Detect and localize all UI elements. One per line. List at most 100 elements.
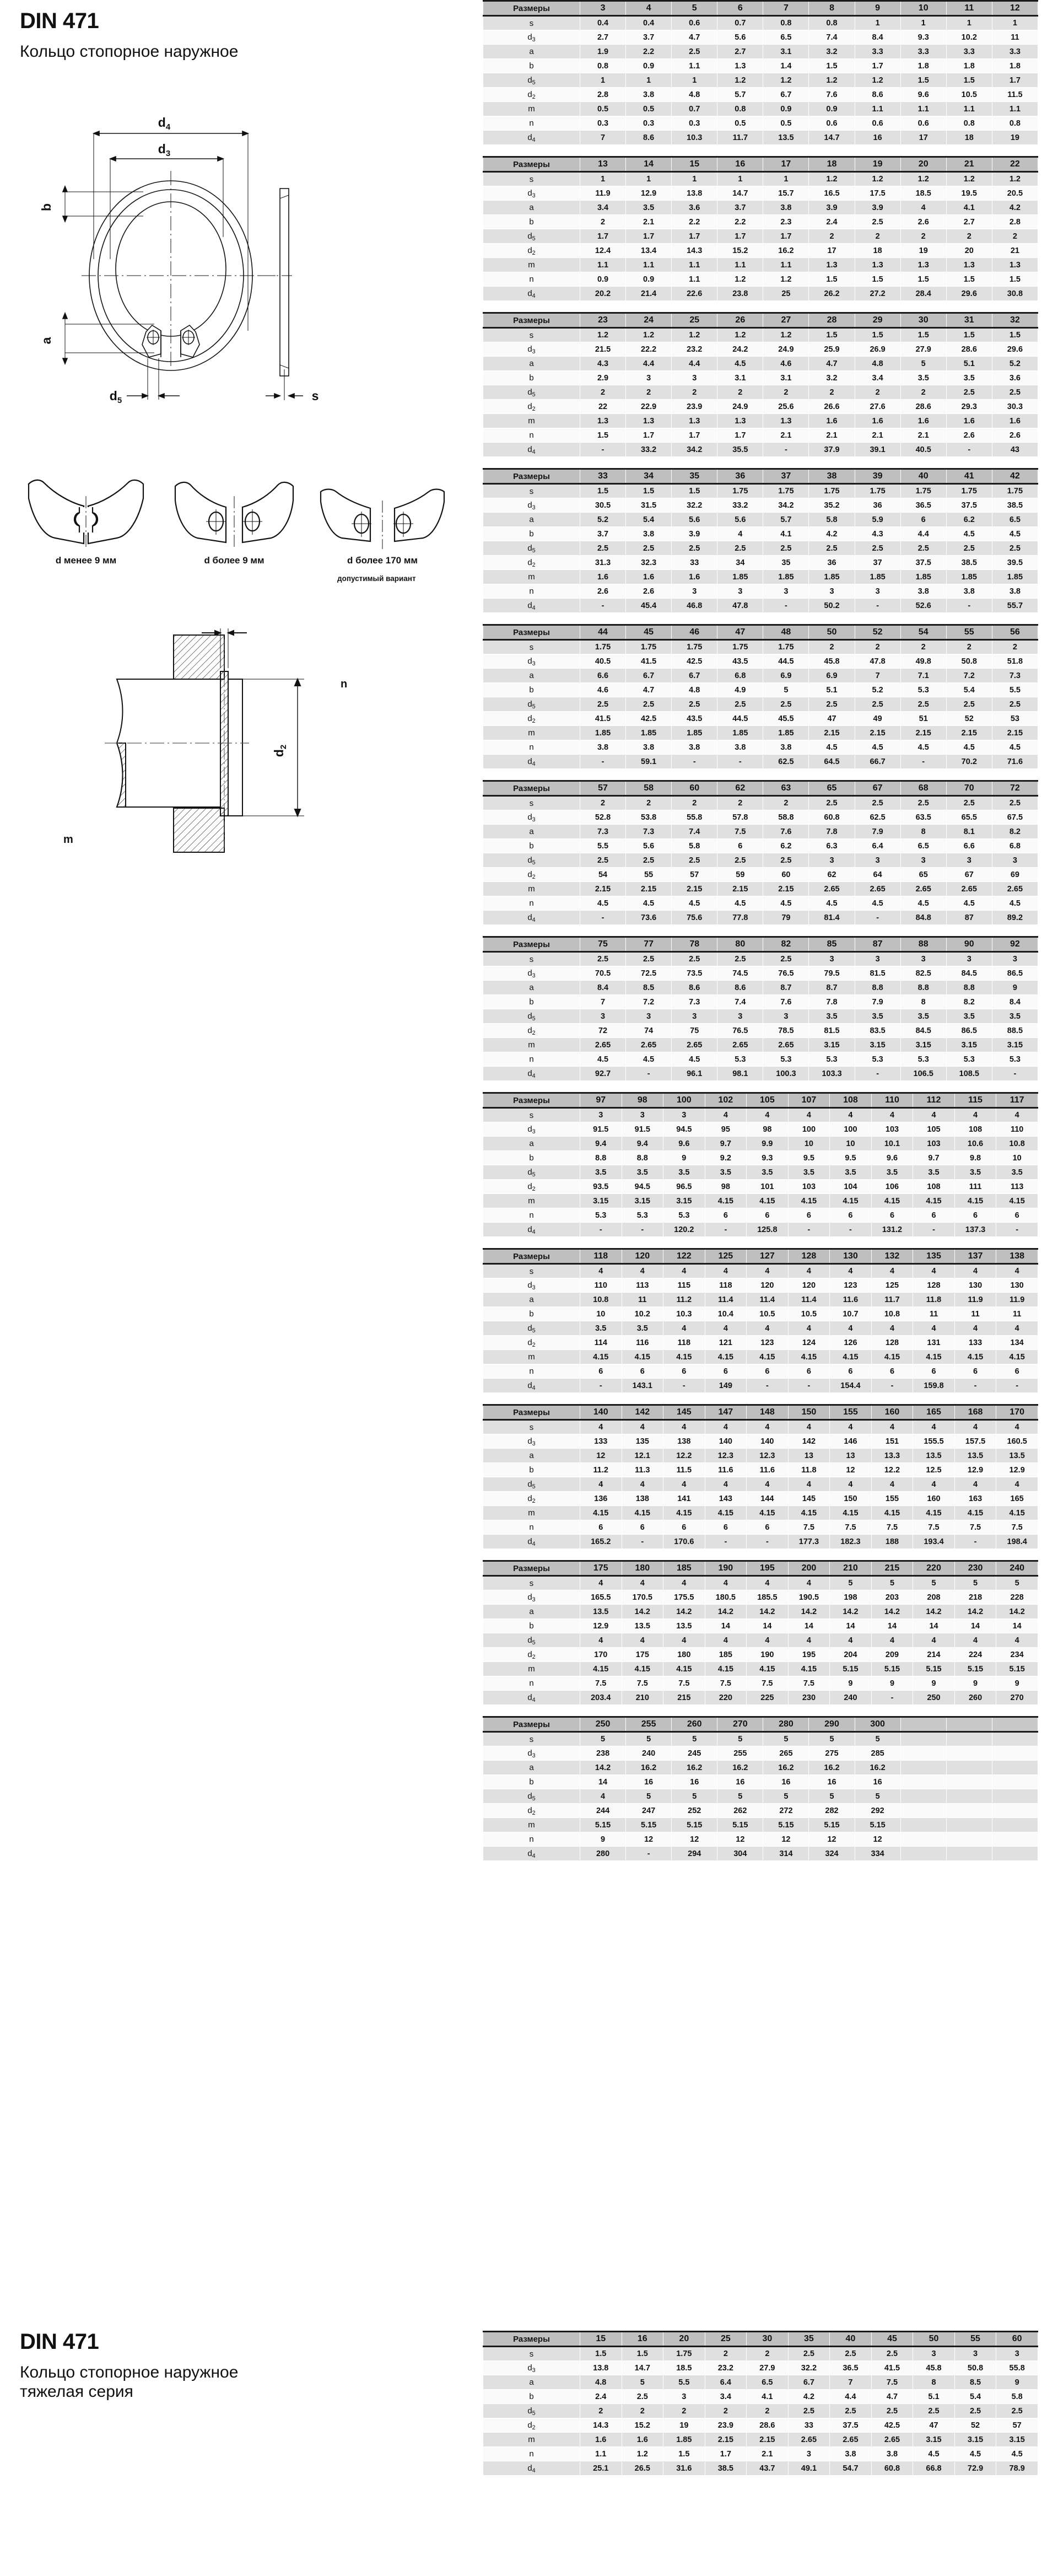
cell-s: 5	[808, 1731, 855, 1746]
row-label-n: n	[483, 1520, 580, 1535]
cell-d2: 282	[808, 1803, 855, 1818]
cell-d5: 4	[580, 1477, 622, 1492]
cell-d2: 11.5	[991, 87, 1039, 102]
cell-b: 2.6	[900, 214, 947, 229]
cell-a: 103	[913, 1136, 955, 1151]
cell-d3	[946, 1746, 992, 1761]
cell-n: 4.5	[991, 740, 1039, 755]
label-a: a	[39, 337, 53, 344]
table-row: d4 25.1 26.5 31.6 38.5 43.7 49.1 54.7 60.8 66.8 72…	[483, 2461, 1038, 2476]
cell-d5: 5	[625, 1789, 672, 1804]
cell-b: 8	[900, 994, 947, 1009]
cell-n: 0.5	[717, 116, 764, 131]
cell-b: 16	[763, 1774, 809, 1789]
cell-s: 4	[996, 1263, 1038, 1278]
cell-s: 2	[763, 795, 809, 810]
column-header-size: 6	[717, 0, 764, 17]
cell-n: 6	[621, 1520, 664, 1535]
row-label-d5: d5	[483, 1009, 580, 1024]
cell-a: 6.7	[671, 668, 718, 683]
cell-d5: 3.5	[991, 1009, 1039, 1024]
table-row: d4 7 8.6 10.3 11.7 13.5 14.7 16 17 18 19	[483, 130, 1039, 145]
cell-d4: 170.6	[663, 1534, 705, 1549]
cell-m: 4.15	[954, 1505, 997, 1520]
cell-d5: 2.5	[991, 697, 1039, 712]
row-label-d3: d3	[483, 498, 580, 513]
cell-s: 1.75	[854, 483, 901, 498]
ring-front-and-side-view-svg: d4 d3 b a d5 s	[39, 115, 319, 405]
cell-d3: 255	[717, 1746, 764, 1761]
column-header-size: 85	[808, 936, 855, 953]
row-label-a: a	[483, 356, 580, 371]
cell-d2: 180	[663, 1647, 705, 1662]
cell-d2: 190	[746, 1647, 789, 1662]
cell-n: 5.3	[991, 1052, 1039, 1067]
cell-n: 2.1	[900, 428, 947, 443]
cell-d3: 98	[746, 1122, 789, 1137]
cell-d4: 16	[854, 130, 901, 145]
cell-d4: 7	[579, 130, 627, 145]
cell-m: 5.15	[717, 1817, 764, 1832]
cell-b: 10.2	[621, 1306, 664, 1321]
cell-s: 4	[871, 1107, 914, 1122]
cell-d3	[991, 1746, 1039, 1761]
row-label-d5: d5	[483, 385, 580, 400]
cell-d5: 3.5	[829, 1165, 872, 1180]
cell-m: 3.15	[580, 1193, 622, 1208]
cell-d5: 1.2	[854, 73, 901, 88]
cell-d2: 136	[580, 1491, 622, 1506]
cell-d2: 32.3	[625, 555, 672, 570]
table-row: d2 244 247 252 262 272 282 292	[483, 1803, 1039, 1818]
cell-d5: 3.5	[580, 1321, 622, 1336]
cell-s: 5	[625, 1731, 672, 1746]
cell-d3: 4.7	[671, 30, 718, 45]
cell-d3: 62.5	[854, 810, 901, 825]
cell-n: 4.5	[717, 896, 764, 911]
cell-s: 4	[621, 1419, 664, 1434]
cell-d2: 143	[704, 1491, 747, 1506]
cell-b: 8.4	[991, 994, 1039, 1009]
table-row: m 2.15 2.15 2.15 2.15 2.15 2.65 2.65 2.65 2.65 2.6…	[483, 881, 1039, 896]
cell-n: 5.3	[621, 1208, 664, 1223]
table-row: n 6 6 6 6 6 7.5 7.5 7.5 7.5 7.5 7.5	[483, 1520, 1038, 1535]
cell-d5: 2	[900, 385, 947, 400]
column-header-size: 44	[579, 624, 627, 641]
row-label-b: b	[483, 214, 580, 229]
cell-b: 10.7	[829, 1306, 872, 1321]
table-row: d3 91.5 91.5 94.5 95 98 100 100 103 105 108 110	[483, 1122, 1038, 1137]
cell-s: 1.5	[580, 2346, 622, 2361]
cell-n: 1.1	[671, 272, 718, 287]
cell-n: 4.5	[854, 896, 901, 911]
row-label-a: a	[483, 512, 580, 527]
cell-b: 14	[913, 1618, 955, 1633]
cell-n: 0.6	[854, 116, 901, 131]
dimensions-table: Размеры 75 77 78 80 82 85 87 88 90 92 s 2.5 2.5 2.5 2.5…	[483, 936, 1039, 1081]
cell-d4: 220	[704, 1690, 747, 1705]
cell-a: 3.7	[717, 200, 764, 215]
table-row: d2 2.8 3.8 4.8 5.7 6.7 7.6 8.6 9.6 10.5 11.5	[483, 87, 1039, 102]
cell-d2: 123	[746, 1335, 789, 1350]
cell-d2: 31.3	[579, 555, 627, 570]
cell-m: 1.6	[625, 569, 672, 584]
cell-d4: 25.1	[580, 2461, 622, 2476]
cell-d2: 52	[946, 711, 992, 726]
cell-d4: 23.8	[717, 286, 764, 301]
cell-d2: 38.5	[946, 555, 992, 570]
cell-s: 4	[954, 1263, 997, 1278]
cell-d5: 3	[671, 1009, 718, 1024]
cell-a: 10.8	[580, 1292, 622, 1307]
table-row: n 5.3 5.3 5.3 6 6 6 6 6 6 6 6	[483, 1208, 1038, 1223]
table-row: n 4.5 4.5 4.5 5.3 5.3 5.3 5.3 5.3 5.3 5.3	[483, 1052, 1039, 1067]
cell-s: 2.5	[763, 951, 809, 966]
cell-d4: 47.8	[717, 598, 764, 613]
column-header-size: 88	[900, 936, 947, 953]
cell-a: 11.4	[746, 1292, 789, 1307]
cell-d5: 4	[913, 1321, 955, 1336]
cell-s: 2.5	[579, 951, 627, 966]
cell-s: 3	[900, 951, 947, 966]
column-header-size: 260	[671, 1716, 718, 1733]
cell-s: 1	[854, 15, 901, 30]
table-row: d4-45.4 46.8 47.8-50.2-52.6-55.7	[483, 598, 1039, 613]
cell-n: 7.5	[913, 1520, 955, 1535]
column-header-size: 26	[717, 312, 764, 329]
